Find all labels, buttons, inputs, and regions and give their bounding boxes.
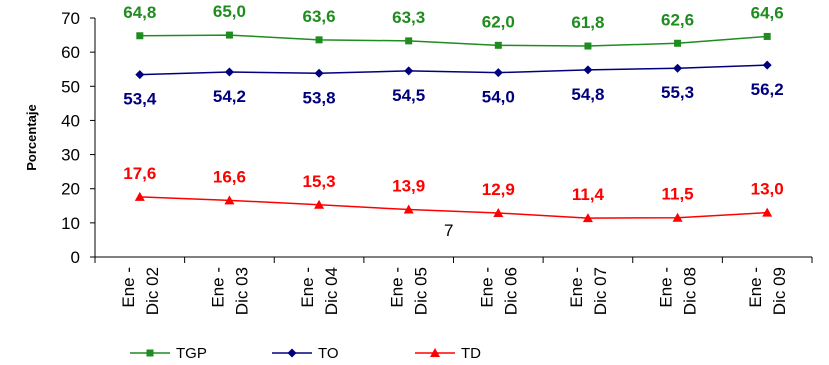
x-tick-label: Ene - bbox=[298, 267, 317, 308]
series-to: 53,4 54,2 53,8 54,5 54,0 54,8 55,3 56,2 bbox=[123, 60, 784, 109]
x-tick-label: Ene - bbox=[567, 267, 586, 308]
x-tick-label: Dic 02 bbox=[143, 267, 162, 315]
data-label-to: 53,4 bbox=[123, 90, 157, 109]
data-point-td bbox=[134, 191, 145, 201]
legend-item-td: TD bbox=[415, 345, 481, 362]
axes bbox=[94, 18, 812, 258]
x-tick-label: Ene - bbox=[388, 267, 407, 308]
x-tick-label: Dic 08 bbox=[681, 267, 700, 315]
data-label-tgp: 65,0 bbox=[213, 2, 246, 21]
x-tick-label: Dic 07 bbox=[591, 267, 610, 315]
data-point-tgp bbox=[405, 37, 413, 45]
data-point-tgp bbox=[315, 36, 323, 44]
x-tick-label: Ene - bbox=[119, 267, 138, 308]
data-label-td: 16,6 bbox=[213, 167, 246, 186]
x-tick-label: Dic 04 bbox=[322, 267, 341, 315]
data-label-td: 11,4 bbox=[572, 185, 605, 204]
x-tick-label: Ene - bbox=[477, 267, 496, 308]
data-point-tgp bbox=[584, 42, 592, 50]
series-line-to bbox=[139, 64, 768, 76]
data-label-tgp: 62,0 bbox=[482, 12, 515, 31]
data-label-tgp: 63,6 bbox=[303, 7, 336, 26]
y-axis-label: Porcentaje bbox=[24, 104, 39, 170]
legend-label-tgp: TGP bbox=[176, 345, 207, 362]
data-label-to: 54,2 bbox=[213, 87, 246, 106]
data-label-tgp: 63,3 bbox=[392, 8, 425, 27]
data-label-to: 56,2 bbox=[751, 80, 784, 99]
data-label-tgp: 61,8 bbox=[571, 13, 604, 32]
y-tick-label: 0 bbox=[71, 248, 80, 267]
data-point-td bbox=[582, 213, 593, 223]
series-tgp: 64,8 65,0 63,6 63,3 62,0 61,8 62,6 64,6 bbox=[123, 2, 784, 50]
data-label-td: 17,6 bbox=[123, 164, 156, 183]
data-label-tgp: 64,6 bbox=[751, 3, 784, 22]
data-point-td bbox=[762, 207, 773, 217]
legend-label-td: TD bbox=[461, 345, 481, 362]
legend-label-to: TO bbox=[318, 345, 339, 362]
data-point-td bbox=[403, 204, 414, 214]
y-tick-label: 60 bbox=[61, 43, 80, 62]
y-tick-labels: 0 10 20 30 40 50 60 70 bbox=[61, 9, 95, 267]
data-point-td bbox=[314, 199, 325, 209]
x-tick-label: Ene - bbox=[657, 267, 676, 308]
legend-marker-to bbox=[287, 348, 297, 358]
data-label-td: 13,9 bbox=[392, 177, 425, 196]
x-tick-label: Dic 05 bbox=[412, 267, 431, 315]
data-label-td: 12,9 bbox=[482, 180, 515, 199]
data-point-tgp bbox=[494, 41, 502, 49]
data-point-tgp bbox=[136, 32, 144, 40]
data-label-to: 53,8 bbox=[303, 88, 336, 107]
legend-marker-td bbox=[430, 348, 440, 357]
series-group: 64,8 65,0 63,6 63,3 62,0 61,8 62,6 64,6 53,4 54,2… bbox=[123, 2, 784, 223]
data-point-to bbox=[673, 63, 683, 73]
data-label-td: 11,5 bbox=[661, 185, 693, 204]
x-tick-labels: Ene - Dic 02 Ene - Dic 03 Ene - Dic 04 Ene - Di… bbox=[94, 257, 813, 315]
data-point-tgp bbox=[225, 31, 233, 39]
data-label-to: 54,8 bbox=[571, 85, 604, 104]
y-tick-label: 70 bbox=[61, 9, 80, 28]
y-tick-label: 10 bbox=[61, 214, 80, 233]
data-point-tgp bbox=[763, 32, 771, 40]
data-point-to bbox=[583, 65, 593, 75]
legend-item-tgp: TGP bbox=[130, 345, 207, 362]
y-tick-label: 20 bbox=[61, 180, 80, 199]
y-tick-label: 50 bbox=[61, 77, 80, 96]
y-tick-label: 30 bbox=[61, 146, 80, 165]
data-label-td: 13,0 bbox=[751, 180, 784, 199]
y-tick-label: 40 bbox=[61, 111, 80, 130]
data-point-to bbox=[224, 67, 234, 77]
data-point-to bbox=[762, 60, 772, 70]
data-point-td bbox=[493, 207, 504, 217]
x-tick-label: Dic 03 bbox=[232, 267, 251, 315]
data-label-to: 55,3 bbox=[661, 83, 694, 102]
x-tick-label: Ene - bbox=[208, 267, 227, 308]
annotations: 7 bbox=[444, 221, 453, 240]
data-label-tgp: 64,8 bbox=[123, 3, 156, 22]
x-tick-label: Dic 06 bbox=[501, 267, 520, 315]
data-point-to bbox=[493, 68, 503, 78]
data-point-to bbox=[314, 68, 324, 78]
data-label-to: 54,5 bbox=[392, 86, 425, 105]
data-label-to: 54,0 bbox=[482, 88, 515, 107]
data-point-to bbox=[135, 70, 145, 80]
data-label-td: 15,3 bbox=[303, 172, 336, 191]
x-tick-label: Ene - bbox=[746, 267, 765, 308]
series-line-tgp bbox=[139, 34, 768, 47]
legend: TGP TO TD bbox=[130, 345, 481, 362]
series-td: 17,6 16,6 15,3 13,9 12,9 11,4 11,5 13,0 bbox=[123, 164, 784, 223]
data-label-tgp: 62,6 bbox=[661, 10, 694, 29]
data-point-td bbox=[224, 195, 235, 205]
data-point-to bbox=[404, 66, 414, 76]
legend-item-to: TO bbox=[272, 345, 339, 362]
legend-marker-tgp bbox=[146, 349, 154, 357]
series-line-td bbox=[139, 196, 768, 219]
x-tick-label: Dic 09 bbox=[770, 267, 789, 315]
data-point-td bbox=[672, 212, 683, 222]
annotation-label: 7 bbox=[444, 221, 453, 240]
data-point-tgp bbox=[674, 39, 682, 47]
